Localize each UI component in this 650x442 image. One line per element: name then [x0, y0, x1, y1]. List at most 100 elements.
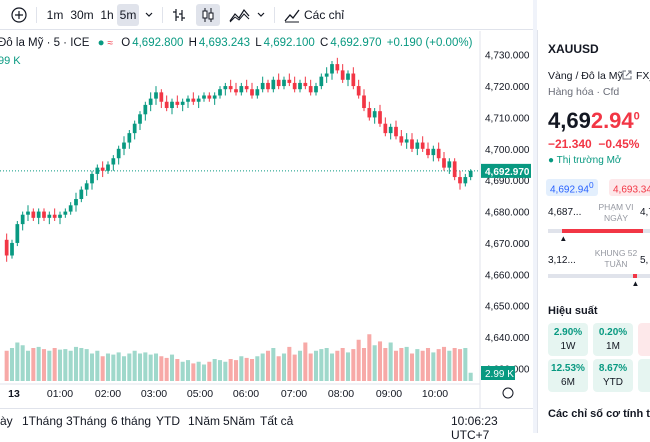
- day-range-label-2: NGÀY: [603, 213, 629, 223]
- price-chart[interactable]: 4,730.000 4,720.000 4,710.000 4,700.000 4,69…: [0, 31, 533, 408]
- volume-bar: [324, 348, 329, 381]
- candle-body: [468, 170, 473, 178]
- ask-value: 4,693.34: [613, 184, 650, 196]
- chevron-down-icon[interactable]: [142, 4, 156, 26]
- volume-bar: [20, 345, 25, 381]
- chevron-down-icon[interactable]: [254, 4, 268, 26]
- timeframe-5m[interactable]: 5m: [117, 4, 139, 26]
- volume-bar: [217, 360, 223, 381]
- volume-bar: [89, 353, 95, 381]
- time-tick-label: 06:00: [233, 388, 259, 400]
- volume-bar: [84, 349, 89, 381]
- candle-body: [244, 86, 249, 90]
- exchange[interactable]: FX_: [636, 70, 650, 82]
- volume-bar: [132, 350, 137, 381]
- clock[interactable]: 10:06:23 UTC+7: [451, 414, 498, 442]
- performance-value: 12.53%: [551, 363, 585, 374]
- time-tick-label: 01:00: [47, 388, 73, 400]
- symbol-name[interactable]: Vàng / Đô la Mỹ: [548, 70, 623, 82]
- timeframe-30m[interactable]: 30m: [70, 8, 94, 22]
- 52wk-fill: [632, 274, 637, 278]
- volume-bar: [15, 342, 20, 381]
- performance-tile[interactable]: 0.20% 1M: [593, 323, 633, 356]
- settings-icon[interactable]: [502, 387, 514, 399]
- range-3m[interactable]: 3Tháng: [66, 414, 107, 428]
- performance-value: 0.20%: [598, 327, 628, 338]
- candle-body: [452, 161, 457, 178]
- candle-body: [79, 189, 84, 200]
- candle-body: [388, 126, 393, 134]
- area-chart-type-icon[interactable]: [226, 4, 252, 26]
- volume-bar: [409, 353, 415, 381]
- candle-body: [367, 108, 372, 118]
- volume-bar: [265, 350, 271, 381]
- volume-bar: [340, 348, 345, 381]
- candle-body: [58, 214, 62, 218]
- current-price-tag: [481, 163, 531, 178]
- candle-body: [399, 136, 404, 143]
- technicals-title[interactable]: Các chỉ số cơ tính thời: [548, 408, 650, 420]
- candle-body: [154, 92, 158, 99]
- external-link-icon[interactable]: [622, 69, 632, 83]
- bid-pill[interactable]: 4,692.940: [546, 179, 598, 197]
- candle-body: [410, 139, 414, 149]
- candle-body: [271, 79, 276, 90]
- ask-pill[interactable]: 4,693.340: [609, 179, 650, 197]
- panel-divider[interactable]: [533, 0, 537, 433]
- candle-body: [351, 73, 356, 87]
- range-all[interactable]: Tất cả: [260, 414, 294, 428]
- volume-bar: [175, 359, 180, 381]
- volume-bar: [420, 350, 425, 381]
- symbol-details-panel: XAUUSD Vàng / Đô la Mỹ FX_ Hàng hóa · Cf…: [537, 30, 650, 433]
- volume-bar: [441, 346, 447, 381]
- timeframe-1m[interactable]: 1m: [46, 8, 64, 22]
- volume-bar: [431, 352, 436, 381]
- chart-pane[interactable]: 4,730.000 4,720.000 4,710.000 4,700.000 4,69…: [0, 31, 533, 408]
- range-1d[interactable]: ày: [0, 414, 13, 428]
- performance-title[interactable]: Hiệu suất: [548, 305, 598, 317]
- range-ytd[interactable]: YTD: [156, 414, 180, 428]
- performance-tile[interactable]: 45: [638, 359, 650, 392]
- indicators-icon[interactable]: [282, 4, 302, 26]
- candles-chart-type-icon[interactable]: [196, 4, 220, 26]
- volume-bar: [41, 349, 47, 381]
- candle-body: [276, 79, 281, 87]
- symbol-category: Hàng hóa · Cfd: [548, 86, 620, 98]
- range-6m[interactable]: 6 tháng: [111, 414, 152, 428]
- volume-bar: [223, 361, 228, 381]
- add-symbol-icon[interactable]: [8, 4, 30, 26]
- candle-body: [308, 86, 313, 93]
- volume-bar: [255, 356, 260, 381]
- volume-bar: [319, 349, 324, 381]
- candle-body: [63, 211, 68, 215]
- performance-tile[interactable]: 8.67% YTD: [593, 359, 633, 392]
- range-1y[interactable]: 1Năm: [188, 414, 221, 428]
- candle-body: [292, 82, 297, 90]
- ticker[interactable]: XAUUSD: [548, 42, 599, 56]
- range-5y[interactable]: 5Năm: [223, 414, 256, 428]
- volume-bar: [233, 360, 239, 381]
- candle-body: [324, 73, 329, 77]
- bar-chart-type-icon[interactable]: [168, 4, 190, 26]
- volume-bar: [4, 350, 9, 381]
- performance-tile[interactable]: −7: [638, 323, 650, 356]
- time-tick-label: 02:00: [95, 388, 121, 400]
- candle-body: [378, 111, 382, 124]
- price-tick-label: 4,660.000: [485, 270, 530, 281]
- timeframe-1h[interactable]: 1h: [100, 8, 114, 22]
- performance-tile[interactable]: 12.53% 6M: [548, 359, 588, 392]
- candle-body: [148, 98, 153, 105]
- candle-body: [335, 64, 340, 71]
- candle-body: [106, 164, 110, 171]
- candle-body: [260, 82, 265, 90]
- candle-body: [95, 167, 100, 174]
- indicators-button[interactable]: Các chỉ báo: [304, 8, 345, 44]
- eye-icon[interactable]: ●: [97, 37, 105, 49]
- candle-body: [84, 183, 89, 190]
- price-tick-label: 4,650.000: [485, 302, 530, 313]
- performance-tile[interactable]: 2.90% 1W: [548, 323, 588, 356]
- day-high: 4,7: [640, 207, 650, 218]
- market-status: ● Thị trường Mở: [548, 155, 621, 166]
- volume-bar: [425, 348, 431, 381]
- range-1m[interactable]: 1Tháng: [22, 414, 63, 428]
